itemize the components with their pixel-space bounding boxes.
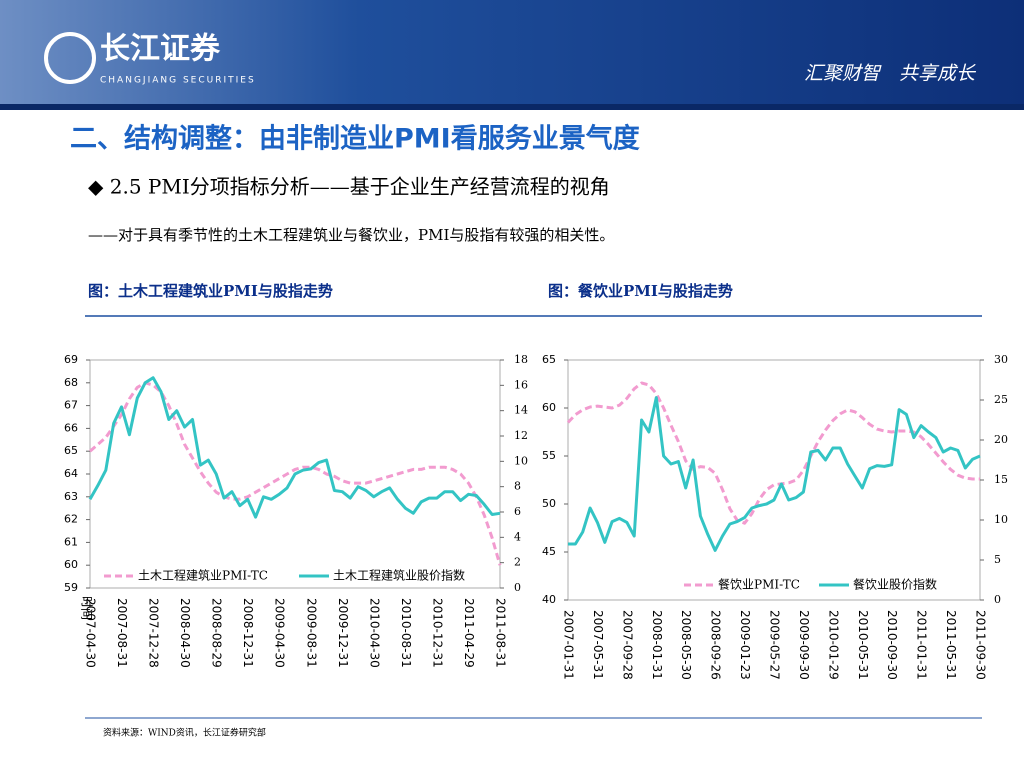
y2-tick-label: 10 (994, 513, 1008, 526)
x-tick-label: 2011-01-31 (915, 610, 929, 680)
y-tick-label: 68 (64, 376, 78, 389)
x-tick-label: 2009-08-31 (304, 598, 318, 668)
legend-label: 土木工程建筑业PMI-TC (138, 568, 268, 583)
x-axis-label: 时间 (80, 596, 94, 620)
y2-tick-label: 0 (994, 593, 1001, 606)
x-tick-label: 2010-09-30 (885, 610, 899, 680)
x-tick-label: 2010-05-31 (856, 610, 870, 680)
x-tick-label: 2011-09-30 (974, 610, 988, 680)
y-tick-label: 59 (64, 581, 78, 594)
y2-tick-label: 6 (514, 505, 521, 518)
slide-title: 二、结构调整：由非制造业PMI看服务业景气度 (70, 123, 640, 155)
logo-mark (44, 32, 96, 84)
y-tick-label: 65 (542, 353, 556, 366)
y2-tick-label: 2 (514, 556, 521, 569)
logo-cn: 长江证券 (100, 32, 221, 67)
y-tick-label: 55 (542, 449, 556, 462)
y2-tick-label: 8 (514, 480, 521, 493)
x-tick-label: 2009-05-27 (768, 610, 782, 680)
y2-tick-label: 16 (514, 378, 528, 391)
y-tick-label: 65 (64, 444, 78, 457)
y2-tick-label: 12 (514, 429, 528, 442)
x-tick-label: 2008-01-31 (650, 610, 664, 680)
y2-tick-label: 15 (994, 473, 1008, 486)
x-tick-label: 2008-12-31 (241, 598, 255, 668)
y2-tick-label: 5 (994, 553, 1001, 566)
x-tick-label: 2007-01-31 (562, 610, 576, 680)
y-tick-label: 40 (542, 593, 556, 606)
source-note: 资料来源：WIND资讯，长江证券研究部 (103, 727, 266, 739)
x-tick-label: 2007-04-30 (84, 598, 98, 668)
slogan: 汇聚财智 共享成长 (804, 63, 977, 85)
x-tick-label: 2011-08-31 (494, 598, 508, 668)
header-edge (0, 104, 1024, 110)
x-tick-label: 2008-04-30 (178, 598, 192, 668)
x-tick-label: 2009-01-23 (738, 610, 752, 680)
x-tick-label: 2007-12-28 (147, 598, 161, 668)
legend-box (100, 567, 490, 585)
y-tick-label: 62 (64, 513, 78, 526)
header-band (0, 0, 1024, 104)
y2-tick-label: 25 (994, 393, 1008, 406)
x-tick-label: 2011-04-29 (462, 598, 476, 668)
y2-tick-label: 30 (994, 353, 1008, 366)
slide-subtitle: ◆ 2.5 PMI分项指标分析——基于企业生产经营流程的视角 (88, 175, 610, 199)
x-tick-label: 2009-09-30 (797, 610, 811, 680)
y-tick-label: 66 (64, 421, 78, 434)
x-tick-label: 2008-08-29 (210, 598, 224, 668)
y2-tick-label: 10 (514, 454, 528, 467)
legend-label: 餐饮业PMI-TC (718, 577, 800, 592)
y2-tick-label: 14 (514, 404, 528, 417)
x-tick-label: 2007-08-31 (115, 598, 129, 668)
x-tick-label: 2010-12-31 (430, 598, 444, 668)
chart-title: 图：土木工程建筑业PMI与股指走势 (88, 282, 333, 300)
x-tick-label: 2009-12-31 (336, 598, 350, 668)
x-tick-label: 2008-05-30 (679, 610, 693, 680)
series-line (566, 381, 980, 525)
y2-tick-label: 4 (514, 530, 521, 543)
y-tick-label: 63 (64, 490, 78, 503)
x-tick-label: 2009-04-30 (273, 598, 287, 668)
x-tick-label: 2008-09-26 (709, 610, 723, 680)
series-line (88, 376, 501, 519)
y-tick-label: 61 (64, 535, 78, 548)
y-tick-label: 64 (64, 467, 78, 480)
x-tick-label: 2010-08-31 (399, 598, 413, 668)
y-tick-label: 50 (542, 497, 556, 510)
legend-label: 餐饮业股价指数 (853, 577, 937, 592)
y2-tick-label: 18 (514, 353, 528, 366)
y-tick-label: 67 (64, 399, 78, 412)
x-tick-label: 2010-01-29 (826, 610, 840, 680)
series-line (568, 396, 981, 552)
y-tick-label: 69 (64, 353, 78, 366)
chart-title: 图：餐饮业PMI与股指走势 (548, 282, 733, 300)
y2-tick-label: 0 (514, 581, 521, 594)
y-tick-label: 45 (542, 545, 556, 558)
x-tick-label: 2007-05-31 (591, 610, 605, 680)
legend-label: 土木工程建筑业股价指数 (333, 568, 465, 583)
y-tick-label: 60 (64, 558, 78, 571)
y2-tick-label: 20 (994, 433, 1008, 446)
x-tick-label: 2010-04-30 (367, 598, 381, 668)
logo-en: CHANGJIANG SECURITIES (100, 76, 256, 86)
x-tick-label: 2011-05-31 (944, 610, 958, 680)
y-tick-label: 60 (542, 401, 556, 414)
slide-note: ——对于具有季节性的土木工程建筑业与餐饮业，PMI与股指有较强的相关性。 (88, 226, 614, 244)
legend-box (680, 576, 950, 594)
x-tick-label: 2007-09-28 (620, 610, 634, 680)
